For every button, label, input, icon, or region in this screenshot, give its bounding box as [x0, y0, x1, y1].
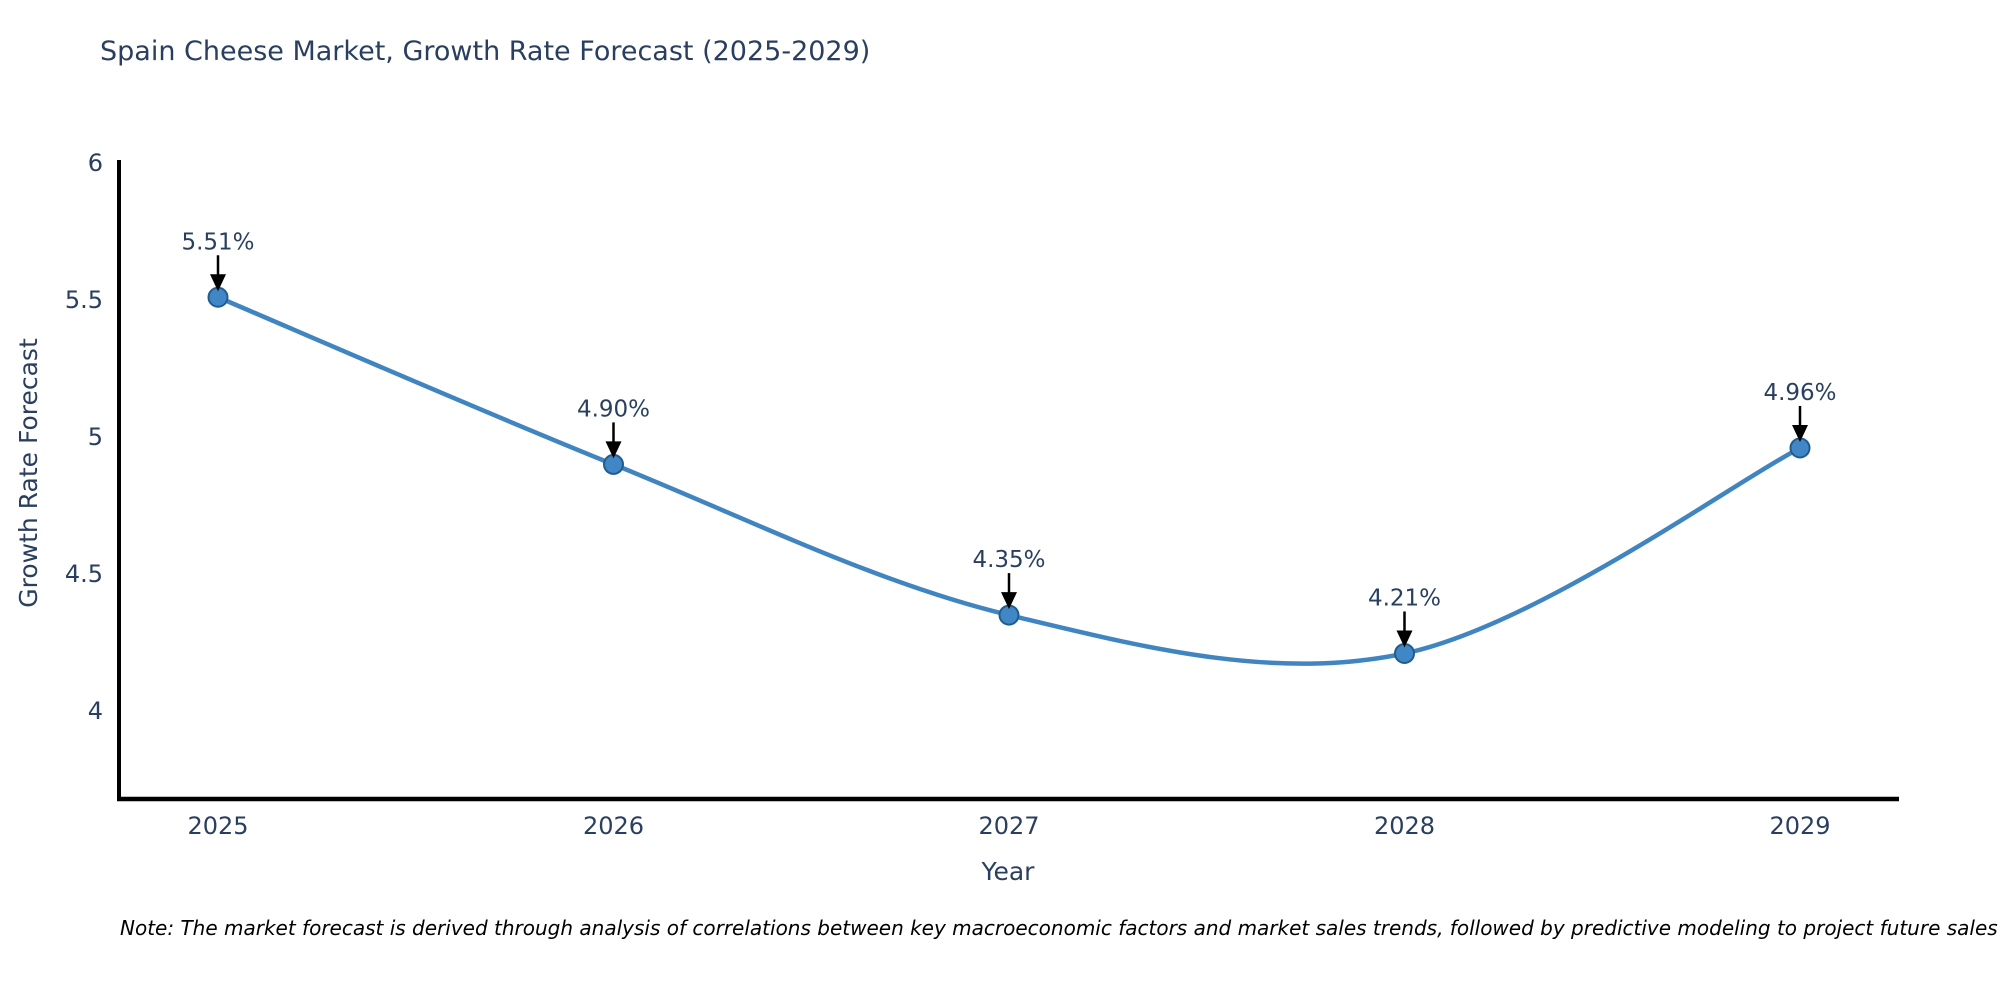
- point-annotation-label: 4.21%: [1368, 585, 1441, 611]
- chart-note: Note: The market forecast is derived thr…: [120, 916, 1998, 940]
- x-tick-label: 2025: [187, 812, 248, 840]
- annotation-arrow-head: [1792, 424, 1808, 442]
- y-tick-label: 4.5: [65, 560, 103, 588]
- point-annotation-label: 5.51%: [181, 229, 254, 255]
- annotation-arrow-head: [1001, 592, 1017, 610]
- point-annotation-label: 4.35%: [972, 547, 1045, 573]
- point-annotation-label: 4.96%: [1763, 380, 1836, 406]
- x-tick-label: 2026: [583, 812, 644, 840]
- x-tick-label: 2028: [1374, 812, 1435, 840]
- annotation-arrow-head: [210, 274, 226, 292]
- y-axis-title: Growth Rate Forecast: [14, 338, 43, 608]
- x-tick-label: 2029: [1769, 812, 1830, 840]
- chart-title: Spain Cheese Market, Growth Rate Forecas…: [100, 36, 871, 67]
- annotation-arrow-head: [605, 441, 622, 459]
- y-tick-label: 5.5: [65, 286, 103, 314]
- x-axis-title: Year: [981, 857, 1035, 886]
- y-tick-label: 5: [88, 423, 103, 451]
- point-annotation-label: 4.90%: [577, 396, 650, 422]
- y-tick-label: 4: [88, 697, 103, 725]
- x-tick-label: 2027: [978, 812, 1039, 840]
- annotation-arrow-head: [1396, 630, 1413, 648]
- y-tick-label: 6: [88, 149, 103, 177]
